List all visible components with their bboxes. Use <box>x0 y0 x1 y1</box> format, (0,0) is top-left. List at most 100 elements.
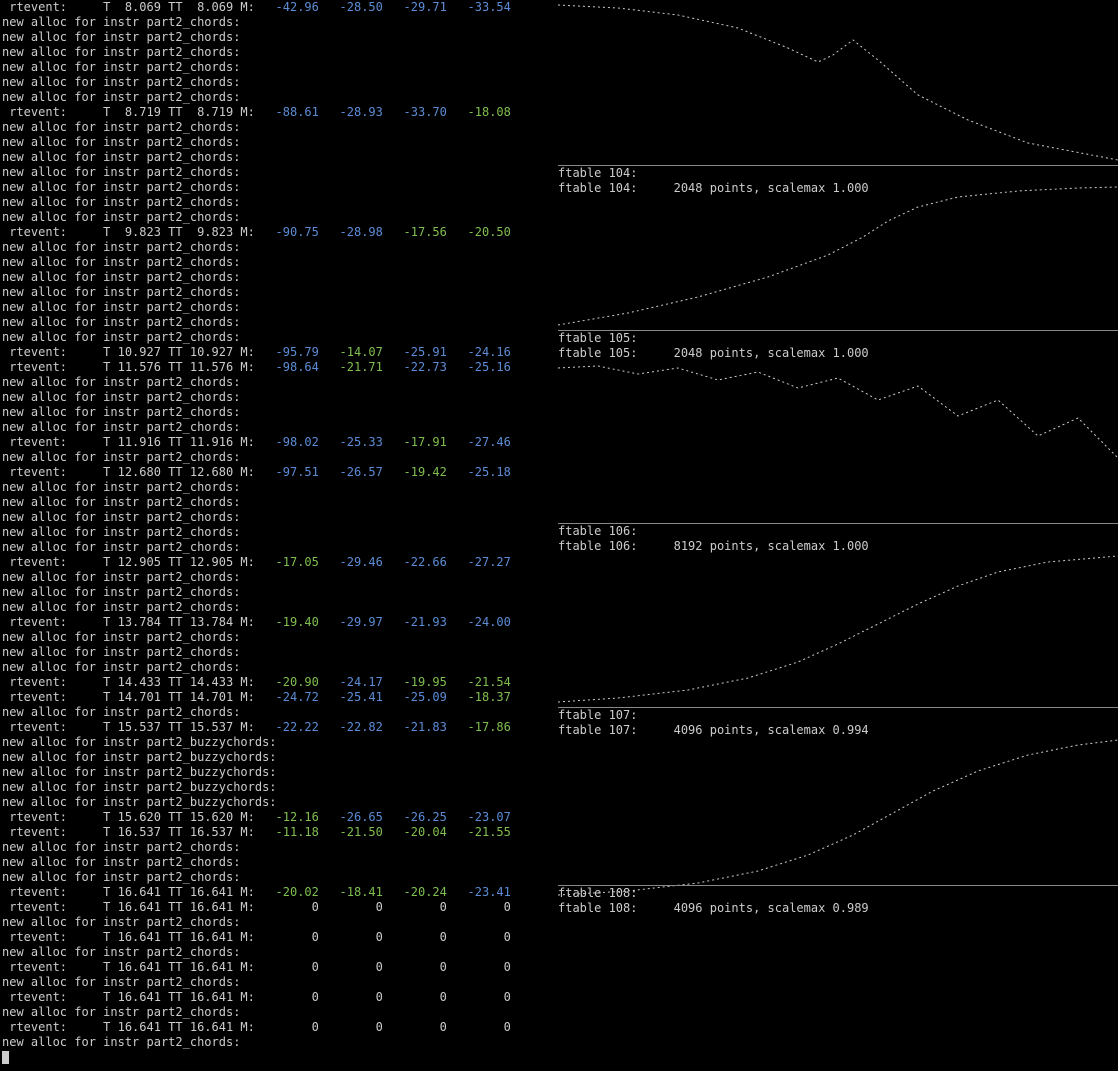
meter-value: 0 <box>255 960 319 975</box>
meter-value: -18.37 <box>447 690 511 705</box>
meter-value: -21.50 <box>319 825 383 840</box>
alloc-line: new alloc for instr part2_chords: <box>2 60 556 75</box>
meter-value: -98.02 <box>255 435 319 450</box>
rtevent-line: rtevent: T 12.680 TT 12.680 M:-97.51-26.… <box>2 465 556 480</box>
alloc-line: new alloc for instr part2_chords: <box>2 180 556 195</box>
meter-value: -24.17 <box>319 675 383 690</box>
alloc-line: new alloc for instr part2_chords: <box>2 630 556 645</box>
alloc-line: new alloc for instr part2_chords: <box>2 660 556 675</box>
ftable-106-panel: ftable 106:ftable 106: 8192 points, scal… <box>558 358 1118 523</box>
cursor <box>2 1051 9 1064</box>
meter-value: -19.40 <box>255 615 319 630</box>
meter-value: 0 <box>383 1020 447 1035</box>
meter-value: -21.55 <box>447 825 511 840</box>
meter-value: -21.93 <box>383 615 447 630</box>
meter-value: -19.95 <box>383 675 447 690</box>
ftable-107-label: ftable 107: <box>558 708 1118 723</box>
ftable-104-waveform <box>558 0 1118 165</box>
alloc-line: new alloc for instr part2_chords: <box>2 525 556 540</box>
meter-value: -25.09 <box>383 690 447 705</box>
meter-value: 0 <box>319 930 383 945</box>
meter-value: -20.24 <box>383 885 447 900</box>
rtevent-line: rtevent: T 16.641 TT 16.641 M:0000 <box>2 960 556 975</box>
alloc-line: new alloc for instr part2_chords: <box>2 480 556 495</box>
ftable-105-waveform <box>558 185 1118 330</box>
ftable-108-panel: ftable 108:ftable 108: 4096 points, scal… <box>558 735 1118 905</box>
alloc-line: new alloc for instr part2_chords: <box>2 855 556 870</box>
alloc-line: new alloc for instr part2_chords: <box>2 30 556 45</box>
meter-value: 0 <box>383 960 447 975</box>
alloc-line: new alloc for instr part2_buzzychords: <box>2 735 556 750</box>
meter-value: 0 <box>447 960 511 975</box>
meter-value: -22.73 <box>383 360 447 375</box>
alloc-line: new alloc for instr part2_chords: <box>2 15 556 30</box>
ftable-108-waveform <box>558 735 1118 905</box>
alloc-line: new alloc for instr part2_chords: <box>2 75 556 90</box>
meter-value: -23.07 <box>447 810 511 825</box>
alloc-line: new alloc for instr part2_chords: <box>2 120 556 135</box>
rtevent-line: rtevent: T 10.927 TT 10.927 M:-95.79-14.… <box>2 345 556 360</box>
ftable-107-panel: ftable 107:ftable 107: 4096 points, scal… <box>558 552 1118 707</box>
meter-value: -20.90 <box>255 675 319 690</box>
meter-value: -17.86 <box>447 720 511 735</box>
meter-value: -33.54 <box>447 0 511 15</box>
meter-value: -97.51 <box>255 465 319 480</box>
rtevent-line: rtevent: T 16.641 TT 16.641 M:0000 <box>2 990 556 1005</box>
meter-value: -90.75 <box>255 225 319 240</box>
alloc-line: new alloc for instr part2_chords: <box>2 840 556 855</box>
alloc-line: new alloc for instr part2_chords: <box>2 300 556 315</box>
alloc-line: new alloc for instr part2_chords: <box>2 150 556 165</box>
alloc-line: new alloc for instr part2_chords: <box>2 645 556 660</box>
rtevent-line: rtevent: T 14.433 TT 14.433 M:-20.90-24.… <box>2 675 556 690</box>
alloc-line: new alloc for instr part2_chords: <box>2 315 556 330</box>
meter-value: 0 <box>383 900 447 915</box>
rtevent-line: rtevent: T 15.620 TT 15.620 M:-12.16-26.… <box>2 810 556 825</box>
meter-value: -25.91 <box>383 345 447 360</box>
meter-value: -25.18 <box>447 465 511 480</box>
rtevent-line: rtevent: T 16.641 TT 16.641 M:0000 <box>2 900 556 915</box>
meter-value: -18.41 <box>319 885 383 900</box>
alloc-line: new alloc for instr part2_chords: <box>2 420 556 435</box>
meter-value: -29.97 <box>319 615 383 630</box>
alloc-line: new alloc for instr part2_buzzychords: <box>2 765 556 780</box>
meter-value: 0 <box>255 930 319 945</box>
rtevent-line: rtevent: T 8.719 TT 8.719 M:-88.61-28.93… <box>2 105 556 120</box>
meter-value: -14.07 <box>319 345 383 360</box>
meter-value: -24.16 <box>447 345 511 360</box>
meter-value: -21.71 <box>319 360 383 375</box>
meter-value: -24.00 <box>447 615 511 630</box>
rtevent-line: rtevent: T 8.069 TT 8.069 M:-42.96-28.50… <box>2 0 556 15</box>
rtevent-line: rtevent: T 11.916 TT 11.916 M:-98.02-25.… <box>2 435 556 450</box>
alloc-line: new alloc for instr part2_chords: <box>2 600 556 615</box>
alloc-line: new alloc for instr part2_buzzychords: <box>2 780 556 795</box>
alloc-line: new alloc for instr part2_chords: <box>2 390 556 405</box>
meter-value: 0 <box>319 900 383 915</box>
rtevent-line: rtevent: T 16.537 TT 16.537 M:-11.18-21.… <box>2 825 556 840</box>
alloc-line: new alloc for instr part2_chords: <box>2 870 556 885</box>
meter-value: -23.41 <box>447 885 511 900</box>
alloc-line: new alloc for instr part2_chords: <box>2 255 556 270</box>
meter-value: 0 <box>319 960 383 975</box>
rtevent-line: rtevent: T 9.823 TT 9.823 M:-90.75-28.98… <box>2 225 556 240</box>
meter-value: -20.02 <box>255 885 319 900</box>
csound-log-pane[interactable]: rtevent: T 8.069 TT 8.069 M:-42.96-28.50… <box>0 0 558 1071</box>
meter-value: -28.93 <box>319 105 383 120</box>
meter-value: -25.41 <box>319 690 383 705</box>
meter-value: 0 <box>447 990 511 1005</box>
rtevent-line: rtevent: T 15.537 TT 15.537 M:-22.22-22.… <box>2 720 556 735</box>
meter-value: -24.72 <box>255 690 319 705</box>
meter-value: -88.61 <box>255 105 319 120</box>
ftable-106-waveform <box>558 358 1118 523</box>
meter-value: 0 <box>255 1020 319 1035</box>
meter-value: -17.91 <box>383 435 447 450</box>
terminal-root: rtevent: T 8.069 TT 8.069 M:-42.96-28.50… <box>0 0 1118 1071</box>
meter-value: -29.71 <box>383 0 447 15</box>
ftable-108-info: ftable 108: 4096 points, scalemax 0.989 <box>558 901 1118 916</box>
meter-value: 0 <box>447 900 511 915</box>
alloc-line: new alloc for instr part2_chords: <box>2 210 556 225</box>
alloc-line: new alloc for instr part2_chords: <box>2 495 556 510</box>
meter-value: -28.98 <box>319 225 383 240</box>
alloc-line: new alloc for instr part2_chords: <box>2 375 556 390</box>
meter-value: -25.16 <box>447 360 511 375</box>
alloc-line: new alloc for instr part2_chords: <box>2 90 556 105</box>
